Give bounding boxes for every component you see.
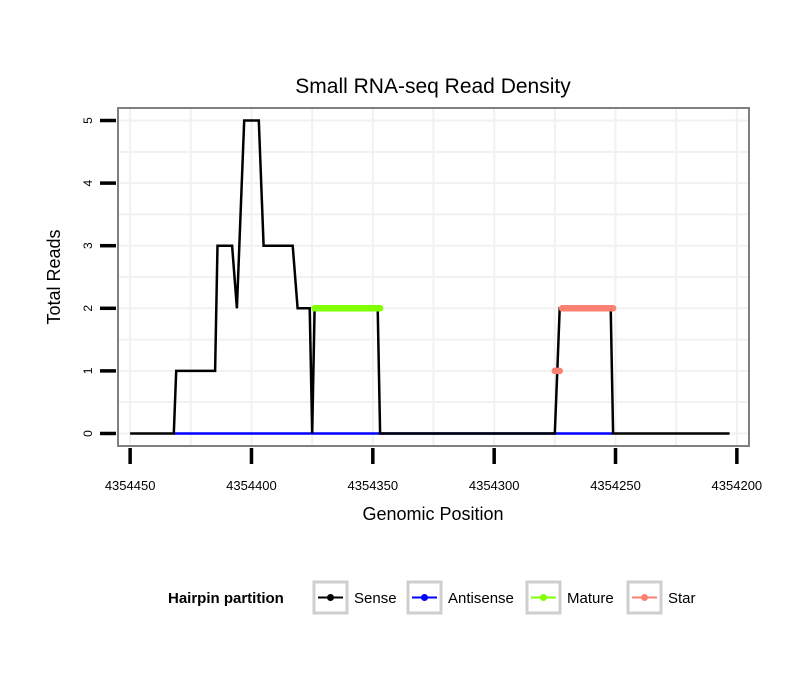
x-tick-label: 4354250: [590, 478, 641, 493]
legend-key-point: [421, 594, 428, 601]
y-tick-label: 5: [81, 117, 95, 124]
plot-border: [117, 107, 750, 447]
legend-item-label: Sense: [354, 590, 397, 607]
y-tick-label: 4: [81, 179, 95, 186]
legend-key-point: [540, 594, 547, 601]
legend-key-point: [641, 594, 648, 601]
y-tick-label: 1: [81, 367, 95, 374]
legend-item-label: Star: [668, 590, 696, 607]
legend-item-antisense: Antisense: [406, 580, 514, 615]
x-tick-label: 4354350: [348, 478, 399, 493]
legend: Hairpin partition Sense Antisense Mature St…: [168, 580, 696, 615]
x-axis: 4354450 4354400 4354350 4354300 4354250 43542…: [105, 448, 762, 493]
x-tick-label: 4354450: [105, 478, 156, 493]
y-tick-label: 2: [81, 305, 95, 312]
legend-key-point: [327, 594, 334, 601]
series-layer: [130, 119, 730, 435]
legend-item-label: Mature: [567, 590, 614, 607]
legend-title: Hairpin partition: [168, 590, 284, 607]
y-tick-label: 3: [81, 242, 95, 249]
series-line-sense: [130, 119, 730, 435]
chart-title: Small RNA-seq Read Density: [295, 75, 571, 98]
legend-item-mature: Mature: [525, 580, 614, 615]
y-axis: 0 1 2 3 4 5: [81, 117, 116, 437]
legend-item-label: Antisense: [448, 590, 514, 607]
x-tick-label: 4354300: [469, 478, 520, 493]
legend-item-sense: Sense: [312, 580, 397, 615]
legend-item-star: Star: [626, 580, 696, 615]
y-axis-label: Total Reads: [44, 229, 64, 324]
x-axis-label: Genomic Position: [362, 504, 503, 524]
x-tick-label: 4354200: [712, 478, 763, 493]
x-tick-label: 4354400: [226, 478, 277, 493]
y-tick-label: 0: [81, 430, 95, 437]
grid-lines: [118, 108, 749, 446]
